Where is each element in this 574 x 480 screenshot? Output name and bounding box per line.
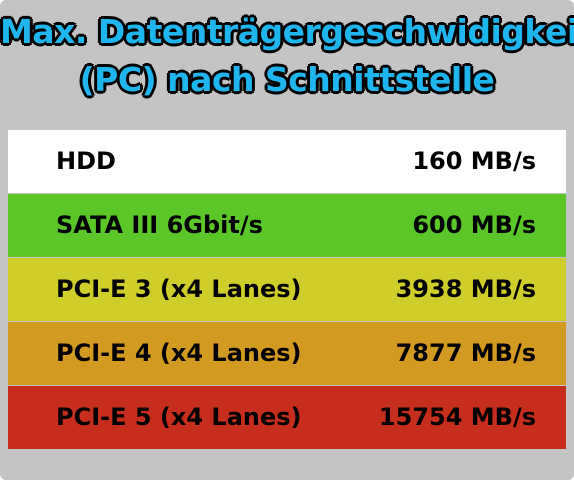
row-pcie3: PCI-E 3 (x4 Lanes) 3938 MB/s <box>8 258 566 321</box>
page-title: Max. Datenträgergeschwidigkeit (PC) nach… <box>0 8 574 104</box>
row-label: PCI-E 5 (x4 Lanes) <box>56 403 302 431</box>
row-sata: SATA III 6Gbit/s 600 MB/s <box>8 194 566 257</box>
row-label: HDD <box>56 147 116 175</box>
row-pcie4: PCI-E 4 (x4 Lanes) 7877 MB/s <box>8 322 566 385</box>
row-label: PCI-E 4 (x4 Lanes) <box>56 339 302 367</box>
row-value: 7877 MB/s <box>395 339 536 367</box>
row-hdd: HDD 160 MB/s <box>8 130 566 193</box>
row-value: 160 MB/s <box>412 147 536 175</box>
row-label: PCI-E 3 (x4 Lanes) <box>56 275 302 303</box>
title-line-2: (PC) nach Schnittstelle <box>79 60 495 99</box>
title-line-1: Max. Datenträgergeschwidigkeit <box>0 12 574 51</box>
row-value: 3938 MB/s <box>395 275 536 303</box>
row-label: SATA III 6Gbit/s <box>56 211 263 239</box>
row-pcie5: PCI-E 5 (x4 Lanes) 15754 MB/s <box>8 386 566 449</box>
speed-table: HDD 160 MB/s SATA III 6Gbit/s 600 MB/s P… <box>8 130 566 450</box>
row-value: 600 MB/s <box>412 211 536 239</box>
row-value: 15754 MB/s <box>378 403 536 431</box>
